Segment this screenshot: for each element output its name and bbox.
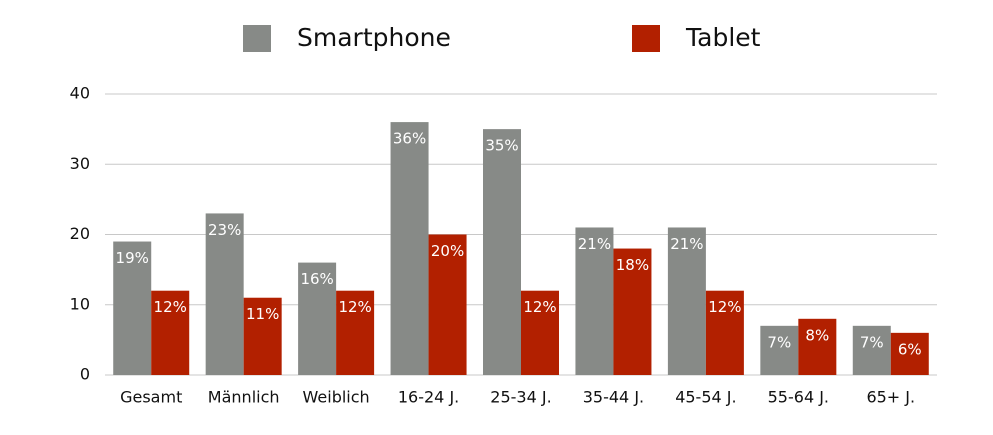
bar (243, 297, 282, 375)
legend-swatch (632, 25, 660, 52)
bar (483, 129, 521, 375)
value-label: 35% (485, 137, 518, 155)
y-tick-label: 0 (80, 365, 90, 384)
value-label: 21% (578, 235, 611, 253)
y-tick-label: 10 (70, 294, 90, 313)
value-label: 6% (898, 340, 922, 358)
legend-swatch (243, 25, 271, 52)
x-tick-label: 45-54 J. (675, 388, 736, 407)
bar (613, 248, 652, 375)
y-tick-label: 20 (70, 224, 90, 243)
x-tick-label: Männlich (208, 388, 280, 407)
bar (151, 290, 190, 375)
value-label: 12% (708, 298, 741, 316)
value-label: 16% (300, 270, 333, 288)
value-label: 12% (523, 298, 556, 316)
x-tick-label: 16-24 J. (398, 388, 459, 407)
y-tick-label: 40 (70, 84, 90, 103)
bar (205, 213, 244, 375)
bar (521, 290, 559, 375)
value-label: 11% (246, 305, 279, 323)
value-label: 19% (116, 249, 149, 267)
x-tick-label: Gesamt (120, 388, 182, 407)
x-tick-label: 65+ J. (866, 388, 915, 407)
value-label: 23% (208, 221, 241, 239)
value-label: 8% (805, 326, 829, 344)
bar (390, 122, 429, 375)
value-label: 12% (154, 298, 187, 316)
bar (852, 325, 891, 375)
bar (113, 241, 152, 375)
bar (705, 290, 744, 375)
value-label: 18% (616, 256, 649, 274)
bar (336, 290, 375, 375)
value-label: 7% (860, 333, 884, 351)
bar (798, 318, 837, 375)
y-tick-label: 30 (70, 154, 90, 173)
value-label: 21% (670, 235, 703, 253)
x-tick-label: Weiblich (303, 388, 370, 407)
bar (298, 262, 337, 375)
bar (667, 227, 706, 375)
legend-label: Tablet (685, 23, 761, 52)
bar (428, 234, 467, 375)
x-tick-label: 25-34 J. (490, 388, 551, 407)
x-tick-label: 35-44 J. (583, 388, 644, 407)
value-label: 20% (431, 242, 464, 260)
value-label: 7% (767, 333, 791, 351)
value-label: 36% (393, 130, 426, 148)
legend-label: Smartphone (297, 23, 451, 52)
value-label: 12% (338, 298, 371, 316)
bar (575, 227, 614, 375)
x-tick-label: 55-64 J. (768, 388, 829, 407)
bar (760, 325, 799, 375)
bar (890, 332, 929, 375)
